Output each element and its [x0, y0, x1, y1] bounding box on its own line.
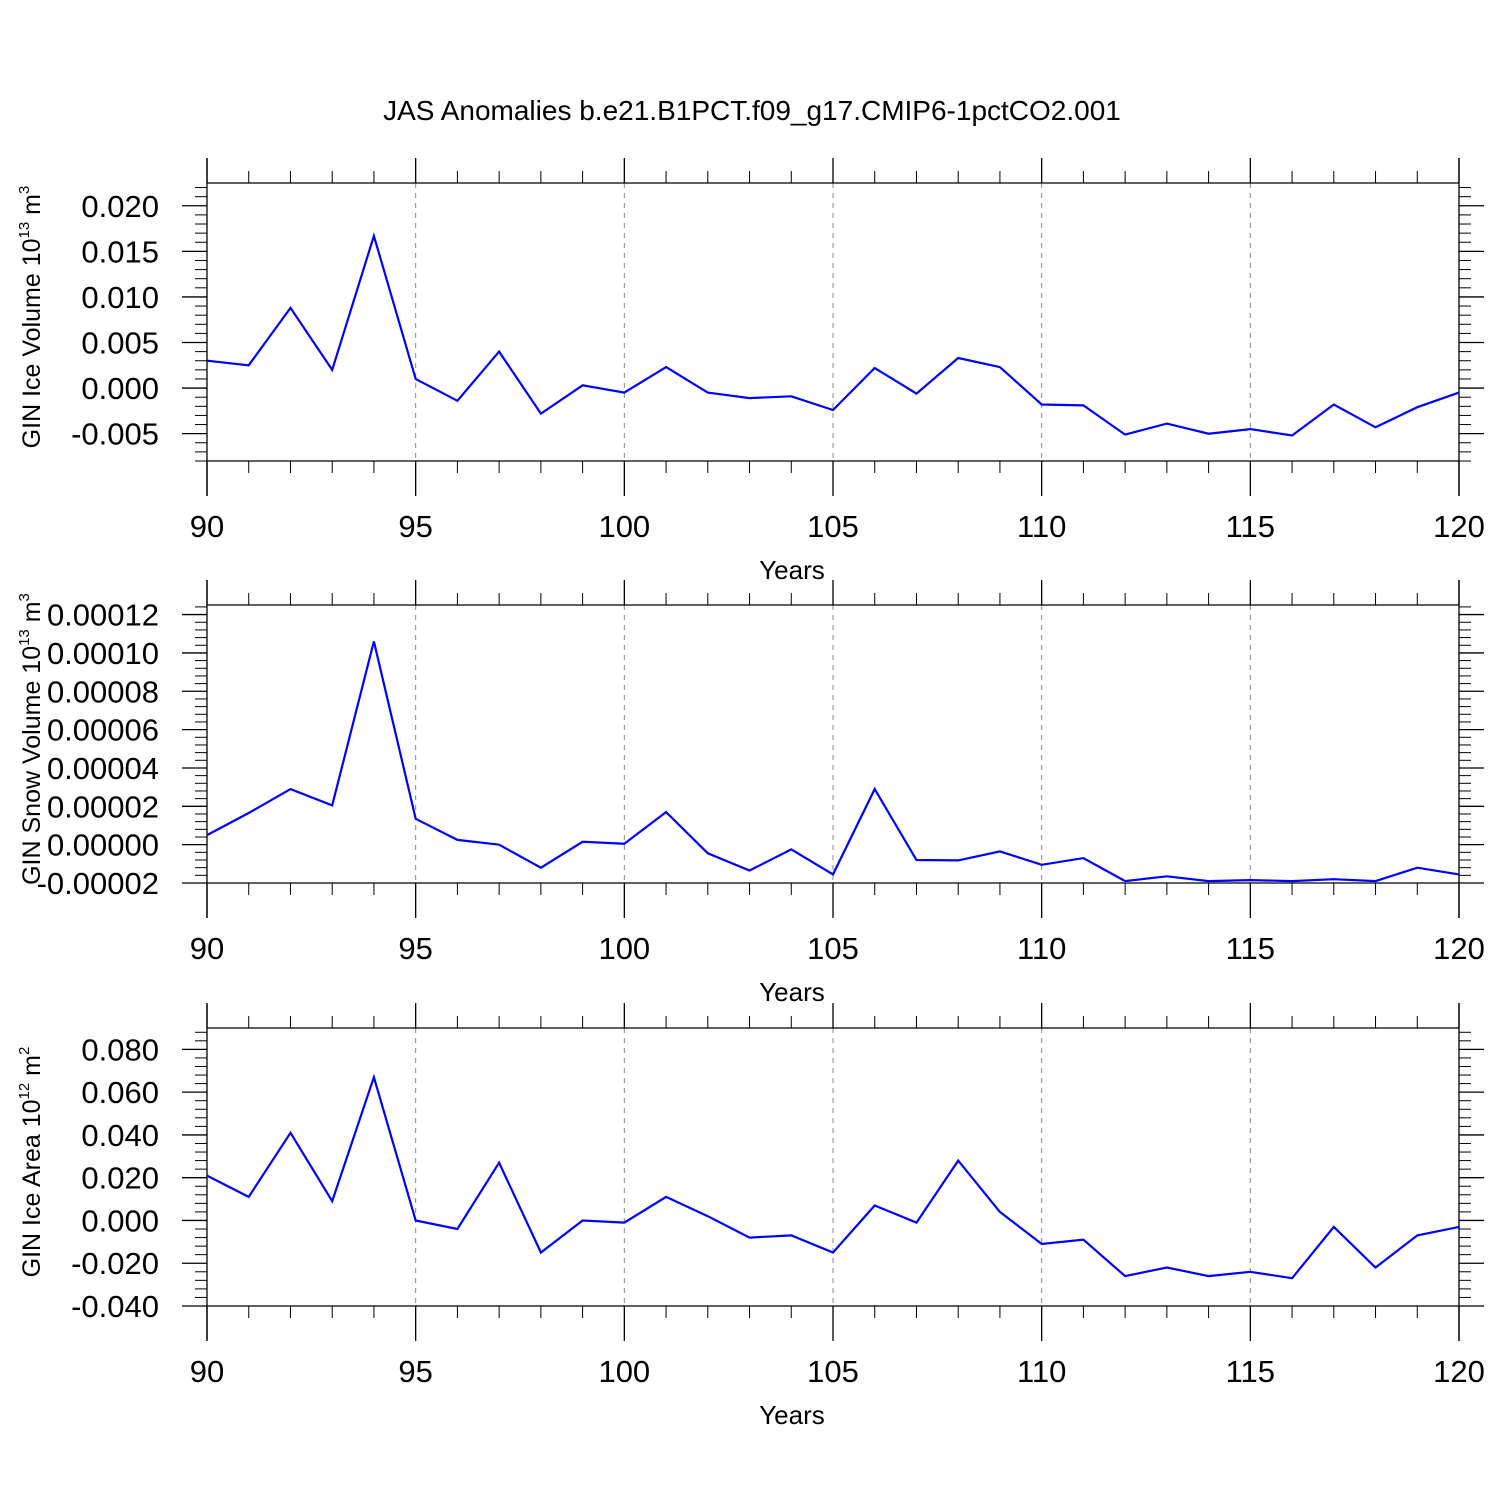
y-axis-title-unit-exponent: 2 [16, 1047, 33, 1055]
y-tick-label: 0.015 [81, 234, 159, 269]
y-axis-title: GIN Snow Volume 1013 m3 [16, 593, 46, 885]
x-tick-label: 120 [1433, 931, 1485, 966]
series-line [206, 1073, 1460, 1280]
y-tick-label: -0.020 [71, 1246, 159, 1281]
x-tick-label: 110 [1017, 1354, 1066, 1389]
x-tick-label: 95 [398, 1354, 432, 1389]
x-tick-label: 105 [807, 509, 859, 544]
y-tick-label: 0.00006 [47, 713, 159, 748]
y-tick-label: 0.00012 [47, 598, 159, 633]
y-tick-label: 0.00000 [47, 828, 159, 863]
y-axis-title-exponent: 13 [16, 629, 33, 646]
y-tick-label: 0.010 [81, 280, 159, 315]
y-tick-label: 0.005 [81, 326, 159, 361]
y-axis-title-unit-exponent: 3 [16, 593, 33, 601]
x-tick-label: 115 [1226, 509, 1275, 544]
x-tick-label: 100 [598, 509, 650, 544]
x-tick-label: 105 [807, 931, 859, 966]
series-line [206, 232, 1460, 437]
y-tick-label: 0.000 [81, 1203, 159, 1238]
y-tick-label: -0.005 [71, 417, 159, 452]
y-tick-label: 0.020 [81, 1161, 159, 1196]
x-tick-label: 120 [1433, 509, 1485, 544]
x-tick-label: 90 [190, 931, 224, 966]
y-axis-title-unit: m [18, 194, 46, 222]
x-tick-label: 100 [598, 1354, 650, 1389]
x-tick-label: 115 [1226, 931, 1275, 966]
x-tick-label: 120 [1433, 1354, 1485, 1389]
x-tick-label: 95 [398, 931, 432, 966]
y-axis-title-main: GIN Ice Area 10 [18, 1099, 46, 1277]
panel-1: 90 95 100 105 110 115 120 0.020 0.015 0.010 0.005 0… [16, 158, 1485, 585]
x-tick-label: 110 [1017, 509, 1066, 544]
y-axis-title-unit-exponent: 3 [16, 186, 33, 194]
x-tick-label: 100 [598, 931, 650, 966]
y-axis-title: GIN Ice Volume 1013 m3 [16, 186, 46, 449]
panel-3: 90 95 100 105 110 115 120 0.080 0.060 0.040 0.020 0… [16, 1003, 1485, 1430]
y-axis-title-main: GIN Ice Volume 10 [18, 238, 46, 448]
y-axis-title-exponent: 12 [16, 1083, 33, 1100]
y-tick-label: 0.00010 [47, 636, 159, 671]
y-axis-title-unit: m [18, 601, 46, 629]
y-tick-label: 0.000 [81, 371, 159, 406]
x-axis-title: Years [759, 977, 825, 1007]
y-tick-label: -0.040 [71, 1289, 159, 1324]
y-tick-label: 0.040 [81, 1118, 159, 1153]
y-tick-label: 0.060 [81, 1075, 159, 1110]
y-tick-label: 0.00002 [47, 789, 159, 824]
x-tick-label: 90 [190, 1354, 224, 1389]
x-tick-label: 95 [398, 509, 432, 544]
y-tick-label: 0.00008 [47, 674, 159, 709]
x-tick-label: 90 [190, 509, 224, 544]
y-axis-title-unit: m [18, 1055, 46, 1083]
x-tick-label: 105 [807, 1354, 859, 1389]
x-axis-title: Years [759, 1400, 825, 1430]
chart-title: JAS Anomalies b.e21.B1PCT.f09_g17.CMIP6-… [383, 95, 1121, 126]
x-axis-title: Years [759, 555, 825, 585]
y-tick-label: 0.00004 [47, 751, 159, 786]
y-tick-label: 0.020 [81, 189, 159, 224]
y-axis-title-main: GIN Snow Volume 10 [18, 646, 46, 885]
y-tick-label: -0.00002 [37, 866, 159, 901]
panel-2: 90 95 100 105 110 115 120 0.000120.000100.00008… [16, 580, 1485, 1007]
x-tick-label: 115 [1226, 1354, 1275, 1389]
y-axis-title: GIN Ice Area 1012 m2 [16, 1047, 46, 1278]
y-tick-label: 0.080 [81, 1032, 159, 1067]
x-tick-label: 110 [1017, 931, 1066, 966]
y-axis-title-exponent: 13 [16, 222, 33, 239]
series-line [206, 641, 1460, 883]
